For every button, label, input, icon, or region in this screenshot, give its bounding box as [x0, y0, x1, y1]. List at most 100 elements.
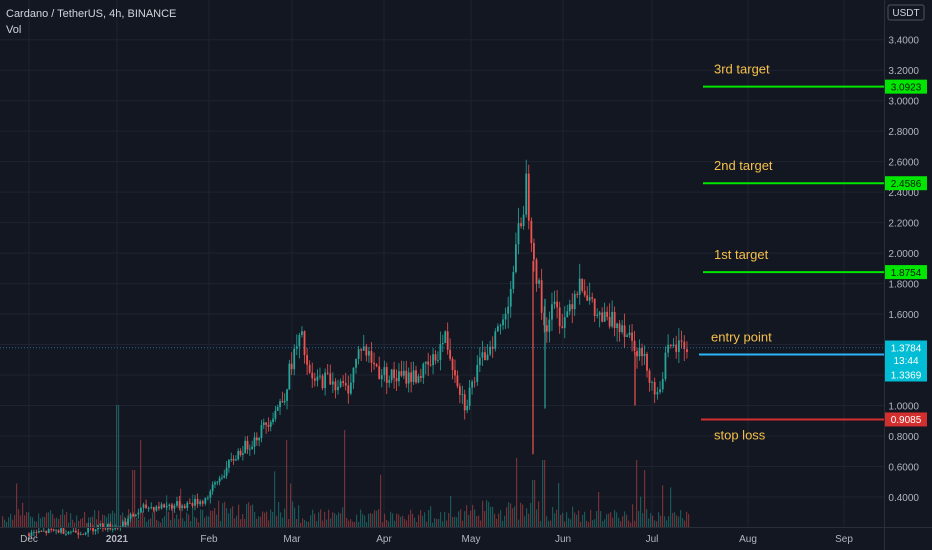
- volume-bar: [136, 517, 138, 527]
- candle-body: [204, 498, 207, 504]
- candle-body: [42, 530, 45, 532]
- candle-body: [225, 467, 228, 476]
- candle-body: [598, 312, 601, 315]
- candle-body: [221, 477, 223, 479]
- volume-bar: [556, 509, 558, 527]
- volume-bar: [246, 503, 248, 527]
- symbol-title[interactable]: Cardano / TetherUS, 4h, BINANCE: [6, 8, 177, 20]
- candle-body: [586, 295, 589, 301]
- candle-body: [446, 331, 449, 350]
- candle-body: [214, 482, 216, 485]
- volume-bar: [464, 511, 466, 527]
- candle-body: [591, 297, 594, 299]
- volume-bar: [514, 506, 516, 527]
- candle-body: [664, 352, 667, 380]
- candle-body: [223, 475, 226, 478]
- volume-bar: [290, 483, 292, 527]
- candle-body: [466, 405, 469, 411]
- candle-body: [355, 358, 357, 368]
- candle-body: [237, 450, 240, 460]
- volume-bar: [180, 488, 182, 527]
- candle-body: [349, 382, 352, 394]
- candle-body: [603, 311, 606, 322]
- candle-body: [677, 340, 680, 352]
- candle-body: [509, 288, 512, 307]
- volume-bar: [492, 506, 494, 527]
- volume-bar: [594, 519, 596, 527]
- candle-body: [286, 389, 288, 401]
- volume-bar: [10, 513, 12, 527]
- candle-body: [581, 278, 584, 291]
- candle-body: [160, 504, 163, 509]
- volume-bar: [280, 512, 282, 527]
- volume-bar: [506, 507, 508, 527]
- candle-body: [319, 375, 321, 377]
- candle-body: [124, 521, 127, 525]
- volume-bar: [392, 513, 394, 527]
- volume-bar: [684, 520, 686, 527]
- volume-bar: [242, 514, 244, 527]
- volume-bar: [480, 520, 482, 527]
- volume-bar: [84, 511, 86, 527]
- volume-bar: [82, 518, 84, 527]
- volume-bar: [554, 513, 556, 527]
- volume-bar: [490, 506, 492, 527]
- volume-bar: [274, 471, 276, 527]
- chart-legend: Cardano / TetherUS, 4h, BINANCE Vol: [6, 6, 176, 38]
- volume-bar: [330, 518, 332, 527]
- volume-bar: [292, 501, 294, 527]
- volume-bar: [368, 513, 370, 527]
- volume-bar: [48, 512, 50, 527]
- candle-body: [194, 498, 196, 506]
- candle-body: [99, 523, 102, 526]
- volume-bar: [230, 508, 232, 527]
- volume-bar: [234, 518, 236, 527]
- candle-body: [290, 363, 293, 370]
- volume-bar: [416, 522, 418, 527]
- volume-bar: [666, 520, 668, 527]
- volume-bar: [222, 503, 224, 527]
- candle-body: [87, 526, 90, 533]
- candle-body: [329, 373, 332, 385]
- candle-body: [486, 354, 489, 360]
- candle-body: [218, 478, 221, 482]
- candle-body: [121, 521, 124, 527]
- candle-body: [248, 448, 251, 450]
- candle-body: [683, 341, 686, 350]
- volume-bar: [8, 517, 10, 527]
- volume-indicator-label[interactable]: Vol: [6, 24, 22, 36]
- volume-bar: [14, 515, 16, 527]
- candle-body: [608, 316, 611, 327]
- volume-bar: [28, 512, 30, 527]
- candle-body: [106, 523, 109, 530]
- volume-bar: [592, 520, 594, 527]
- volume-bar: [552, 506, 554, 527]
- price-tag: [885, 176, 927, 191]
- volume-bar: [58, 518, 60, 527]
- candle-body: [55, 530, 58, 532]
- candle-body: [456, 375, 459, 387]
- volume-bar: [346, 517, 348, 527]
- grid-lines: [0, 0, 884, 527]
- volume-bar: [362, 514, 364, 527]
- volume-bar: [338, 512, 340, 527]
- volume-bar: [542, 460, 544, 527]
- candle-body: [601, 312, 604, 322]
- price-tick-label: 1.6000: [888, 310, 919, 321]
- time-tick-label: Apr: [376, 534, 392, 545]
- candle-body: [339, 381, 342, 387]
- volume-bar: [380, 474, 382, 527]
- candle-body: [360, 349, 363, 351]
- candle-body: [437, 359, 439, 361]
- volume-bar: [190, 521, 192, 527]
- volume-bar: [74, 522, 76, 527]
- candle-body: [611, 311, 614, 327]
- volume-bar: [432, 522, 434, 527]
- candle-body: [134, 514, 137, 517]
- volume-bar: [430, 506, 432, 527]
- currency-badge: [887, 4, 925, 21]
- volume-bar: [456, 517, 458, 527]
- volume-bar: [258, 516, 260, 527]
- volume-bar: [574, 512, 576, 527]
